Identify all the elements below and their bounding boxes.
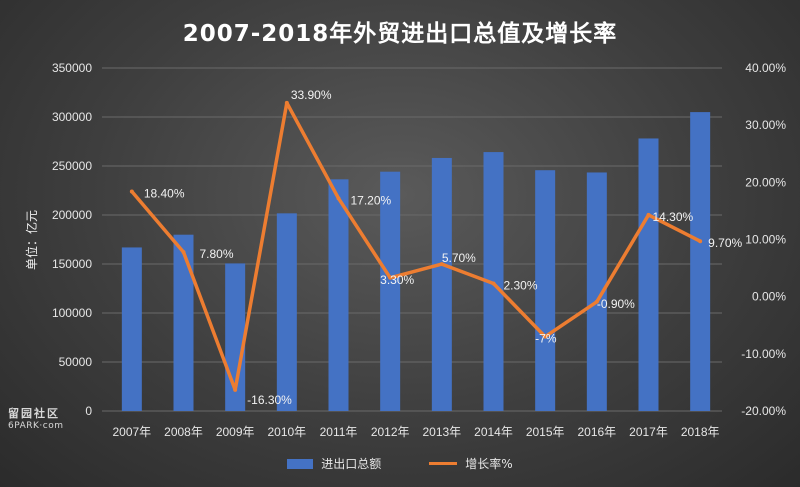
watermark-cn: 留园社区: [8, 407, 60, 420]
line-point: [181, 250, 186, 255]
y-tick-label: 350000: [52, 61, 92, 75]
legend-item-bar: 进出口总额: [287, 455, 381, 472]
data-label: 3.30%: [380, 273, 414, 287]
data-label: 9.70%: [708, 236, 742, 250]
y-tick-label: 150000: [52, 257, 92, 271]
y-tick-label: 200000: [52, 208, 92, 222]
x-tick-label: 2010年: [267, 425, 306, 439]
y-tick-label: 0: [85, 404, 92, 418]
axis-labels: 350000 300000 250000 200000 150000 100000 5000…: [52, 61, 786, 439]
legend-label-line: 增长率%: [465, 457, 513, 471]
bar: [380, 171, 401, 411]
x-tick-label: 2013年: [422, 425, 461, 439]
data-label: -7%: [535, 332, 557, 346]
x-tick-label: 2018年: [681, 425, 720, 439]
bar: [328, 179, 349, 411]
line-point: [543, 334, 548, 339]
data-label: 5.70%: [442, 251, 476, 265]
y2-tick-label: 10.00%: [745, 233, 786, 247]
legend-swatch-bar: [287, 458, 314, 469]
data-label: 33.90%: [291, 88, 332, 102]
bar: [173, 234, 194, 411]
line-point: [129, 189, 134, 194]
line-series: 18.40% 7.80% -16.30% 33.90% 17.20% 3.30% 5.70%…: [129, 88, 743, 407]
legend-item-line: 增长率%: [429, 455, 513, 472]
line-point: [439, 262, 444, 267]
bar: [431, 157, 452, 411]
y-tick-label: 300000: [52, 110, 92, 124]
x-tick-label: 2016年: [577, 425, 616, 439]
data-label: -16.30%: [247, 393, 292, 407]
grid-lines: [102, 67, 722, 412]
y-axis-title: 单位：亿元: [24, 210, 39, 270]
growth-line: [130, 101, 701, 392]
data-label: 18.40%: [144, 186, 185, 200]
data-label: 17.20%: [351, 193, 392, 207]
bar: [276, 213, 297, 411]
x-tick-label: 2008年: [164, 425, 203, 439]
legend: 进出口总额 增长率%: [0, 455, 800, 472]
data-label: 14.30%: [653, 210, 694, 224]
y-tick-label: 250000: [52, 159, 92, 173]
watermark-en: 6PARK·com: [8, 420, 64, 431]
data-label: -0.90%: [597, 297, 635, 311]
line-point: [594, 299, 599, 304]
legend-swatch-line: [429, 462, 458, 465]
bar: [586, 172, 607, 411]
x-tick-label: 2015年: [526, 425, 565, 439]
y2-tick-label: 0.00%: [752, 290, 786, 304]
y2-tick-label: 20.00%: [745, 175, 786, 189]
line-point: [491, 281, 496, 286]
y2-tick-label: 40.00%: [745, 61, 786, 75]
data-label: 2.30%: [504, 279, 538, 293]
x-tick-label: 2009年: [216, 425, 255, 439]
line-point: [646, 212, 651, 217]
line-point: [233, 387, 238, 392]
x-tick-label: 2014年: [474, 425, 513, 439]
line-point: [336, 196, 341, 201]
watermark: 留园社区 6PARK·com: [8, 407, 64, 431]
line-point: [698, 239, 703, 244]
x-tick-label: 2012年: [371, 425, 410, 439]
y2-tick-label: 30.00%: [745, 118, 786, 132]
bar: [690, 112, 711, 411]
y-tick-label: 100000: [52, 306, 92, 320]
y2-tick-label: -10.00%: [741, 347, 786, 361]
chart-title: 2007-2018年外贸进出口总值及增长率: [182, 21, 618, 47]
legend-label-bar: 进出口总额: [321, 457, 382, 471]
y-tick-label: 50000: [59, 355, 93, 369]
line-point: [284, 100, 289, 105]
x-tick-label: 2007年: [112, 425, 151, 439]
bar: [638, 138, 659, 411]
x-tick-label: 2017年: [629, 425, 668, 439]
bar: [535, 170, 556, 411]
bar: [121, 247, 142, 411]
x-tick-label: 2011年: [320, 425, 358, 439]
y2-tick-label: -20.00%: [741, 404, 786, 418]
line-point: [388, 275, 393, 280]
data-label: 7.80%: [200, 247, 234, 261]
